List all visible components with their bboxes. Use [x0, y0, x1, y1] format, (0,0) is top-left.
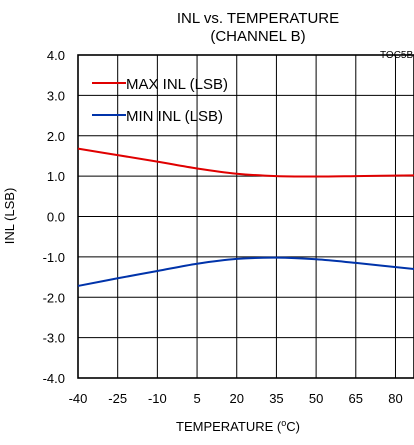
y-tick-label: 2.0 — [47, 129, 65, 144]
x-tick-label: -40 — [69, 391, 88, 406]
y-tick-label: -1.0 — [43, 250, 65, 265]
y-tick-label: -4.0 — [43, 371, 65, 386]
y-tick-labels: 4.0 3.0 2.0 1.0 0.0 -1.0 -2.0 -3.0 -4.0 — [43, 48, 65, 386]
x-axis-label: TEMPERATURE (oC) — [176, 418, 300, 434]
grid — [77, 54, 414, 379]
plot-frame — [77, 54, 414, 379]
x-tick-label: 5 — [193, 391, 200, 406]
x-axis-label-superscript: o — [281, 418, 286, 428]
x-tick-label: -10 — [148, 391, 167, 406]
y-tick-label: 1.0 — [47, 169, 65, 184]
chart-subtitle: (CHANNEL B) — [210, 28, 305, 45]
x-tick-label: 50 — [309, 391, 323, 406]
legend: MAX INL (LSB) MIN INL (LSB) — [92, 76, 228, 125]
y-axis-label: INL (LSB) — [2, 188, 17, 245]
series-line-max-inl — [77, 147, 414, 178]
series-line-min-inl — [77, 256, 414, 287]
legend-label-max-inl: MAX INL (LSB) — [126, 76, 228, 93]
y-tick-label: 0.0 — [47, 210, 65, 225]
x-tick-label: 65 — [349, 391, 363, 406]
y-tick-label: -3.0 — [43, 331, 65, 346]
legend-label-min-inl: MIN INL (LSB) — [126, 108, 223, 125]
x-tick-labels: -40 -25 -10 5 20 35 50 65 80 — [69, 391, 403, 406]
x-axis-label-unit: C) — [286, 419, 300, 434]
chart-title: INL vs. TEMPERATURE — [177, 10, 339, 27]
series-lines — [77, 147, 414, 287]
x-tick-label: 80 — [388, 391, 402, 406]
x-tick-label: 35 — [269, 391, 283, 406]
x-tick-label: -25 — [108, 391, 127, 406]
y-tick-label: -2.0 — [43, 290, 65, 305]
y-tick-label: 4.0 — [47, 48, 65, 63]
x-axis-label-text: TEMPERATURE ( — [176, 419, 282, 434]
x-tick-label: 20 — [230, 391, 244, 406]
y-tick-label: 3.0 — [47, 88, 65, 103]
